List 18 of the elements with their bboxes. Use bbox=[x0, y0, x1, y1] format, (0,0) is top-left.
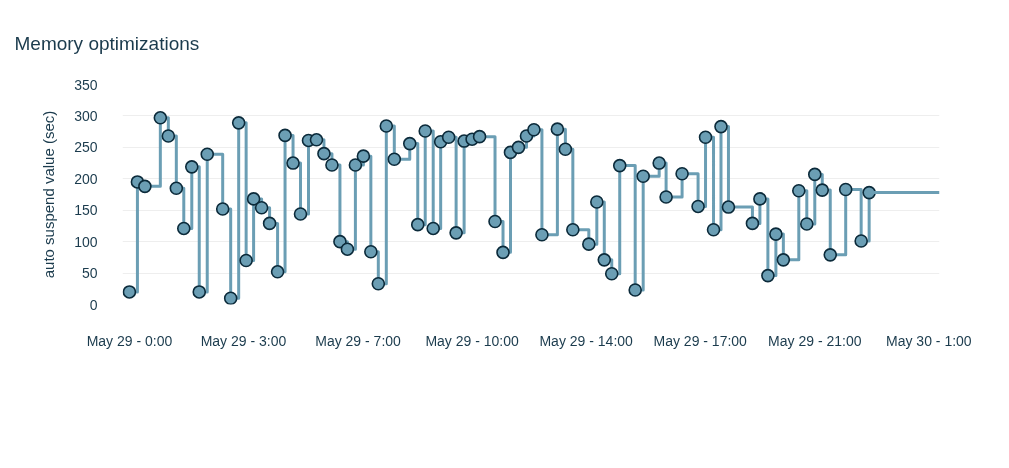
x-tick-label: May 29 - 17:00 bbox=[653, 332, 748, 349]
x-tick-label: May 29 - 0:00 bbox=[86, 332, 173, 349]
x-tick-label: May 29 - 3:00 bbox=[200, 332, 287, 349]
x-tick-label: May 29 - 10:00 bbox=[425, 332, 520, 349]
x-tick-label: May 29 - 7:00 bbox=[315, 332, 402, 349]
y-tick-label: 150 bbox=[74, 202, 98, 219]
y-tick-label: 200 bbox=[74, 170, 98, 187]
x-tick-label: May 29 - 14:00 bbox=[539, 332, 634, 349]
x-tick-label: May 29 - 21:00 bbox=[768, 332, 862, 349]
y-tick-label: 250 bbox=[74, 139, 98, 156]
y-axis-title: auto suspend value (sec) bbox=[40, 110, 58, 279]
y-tick-label: 100 bbox=[74, 233, 98, 250]
y-tick-label: 350 bbox=[74, 76, 98, 93]
y-tick-label: 0 bbox=[89, 296, 98, 313]
y-tick-label: 50 bbox=[81, 265, 98, 282]
x-tick-label: May 30 - 1:00 bbox=[886, 332, 972, 349]
chart-title: Memory optimizations bbox=[14, 32, 200, 54]
y-tick-label: 300 bbox=[74, 107, 98, 124]
